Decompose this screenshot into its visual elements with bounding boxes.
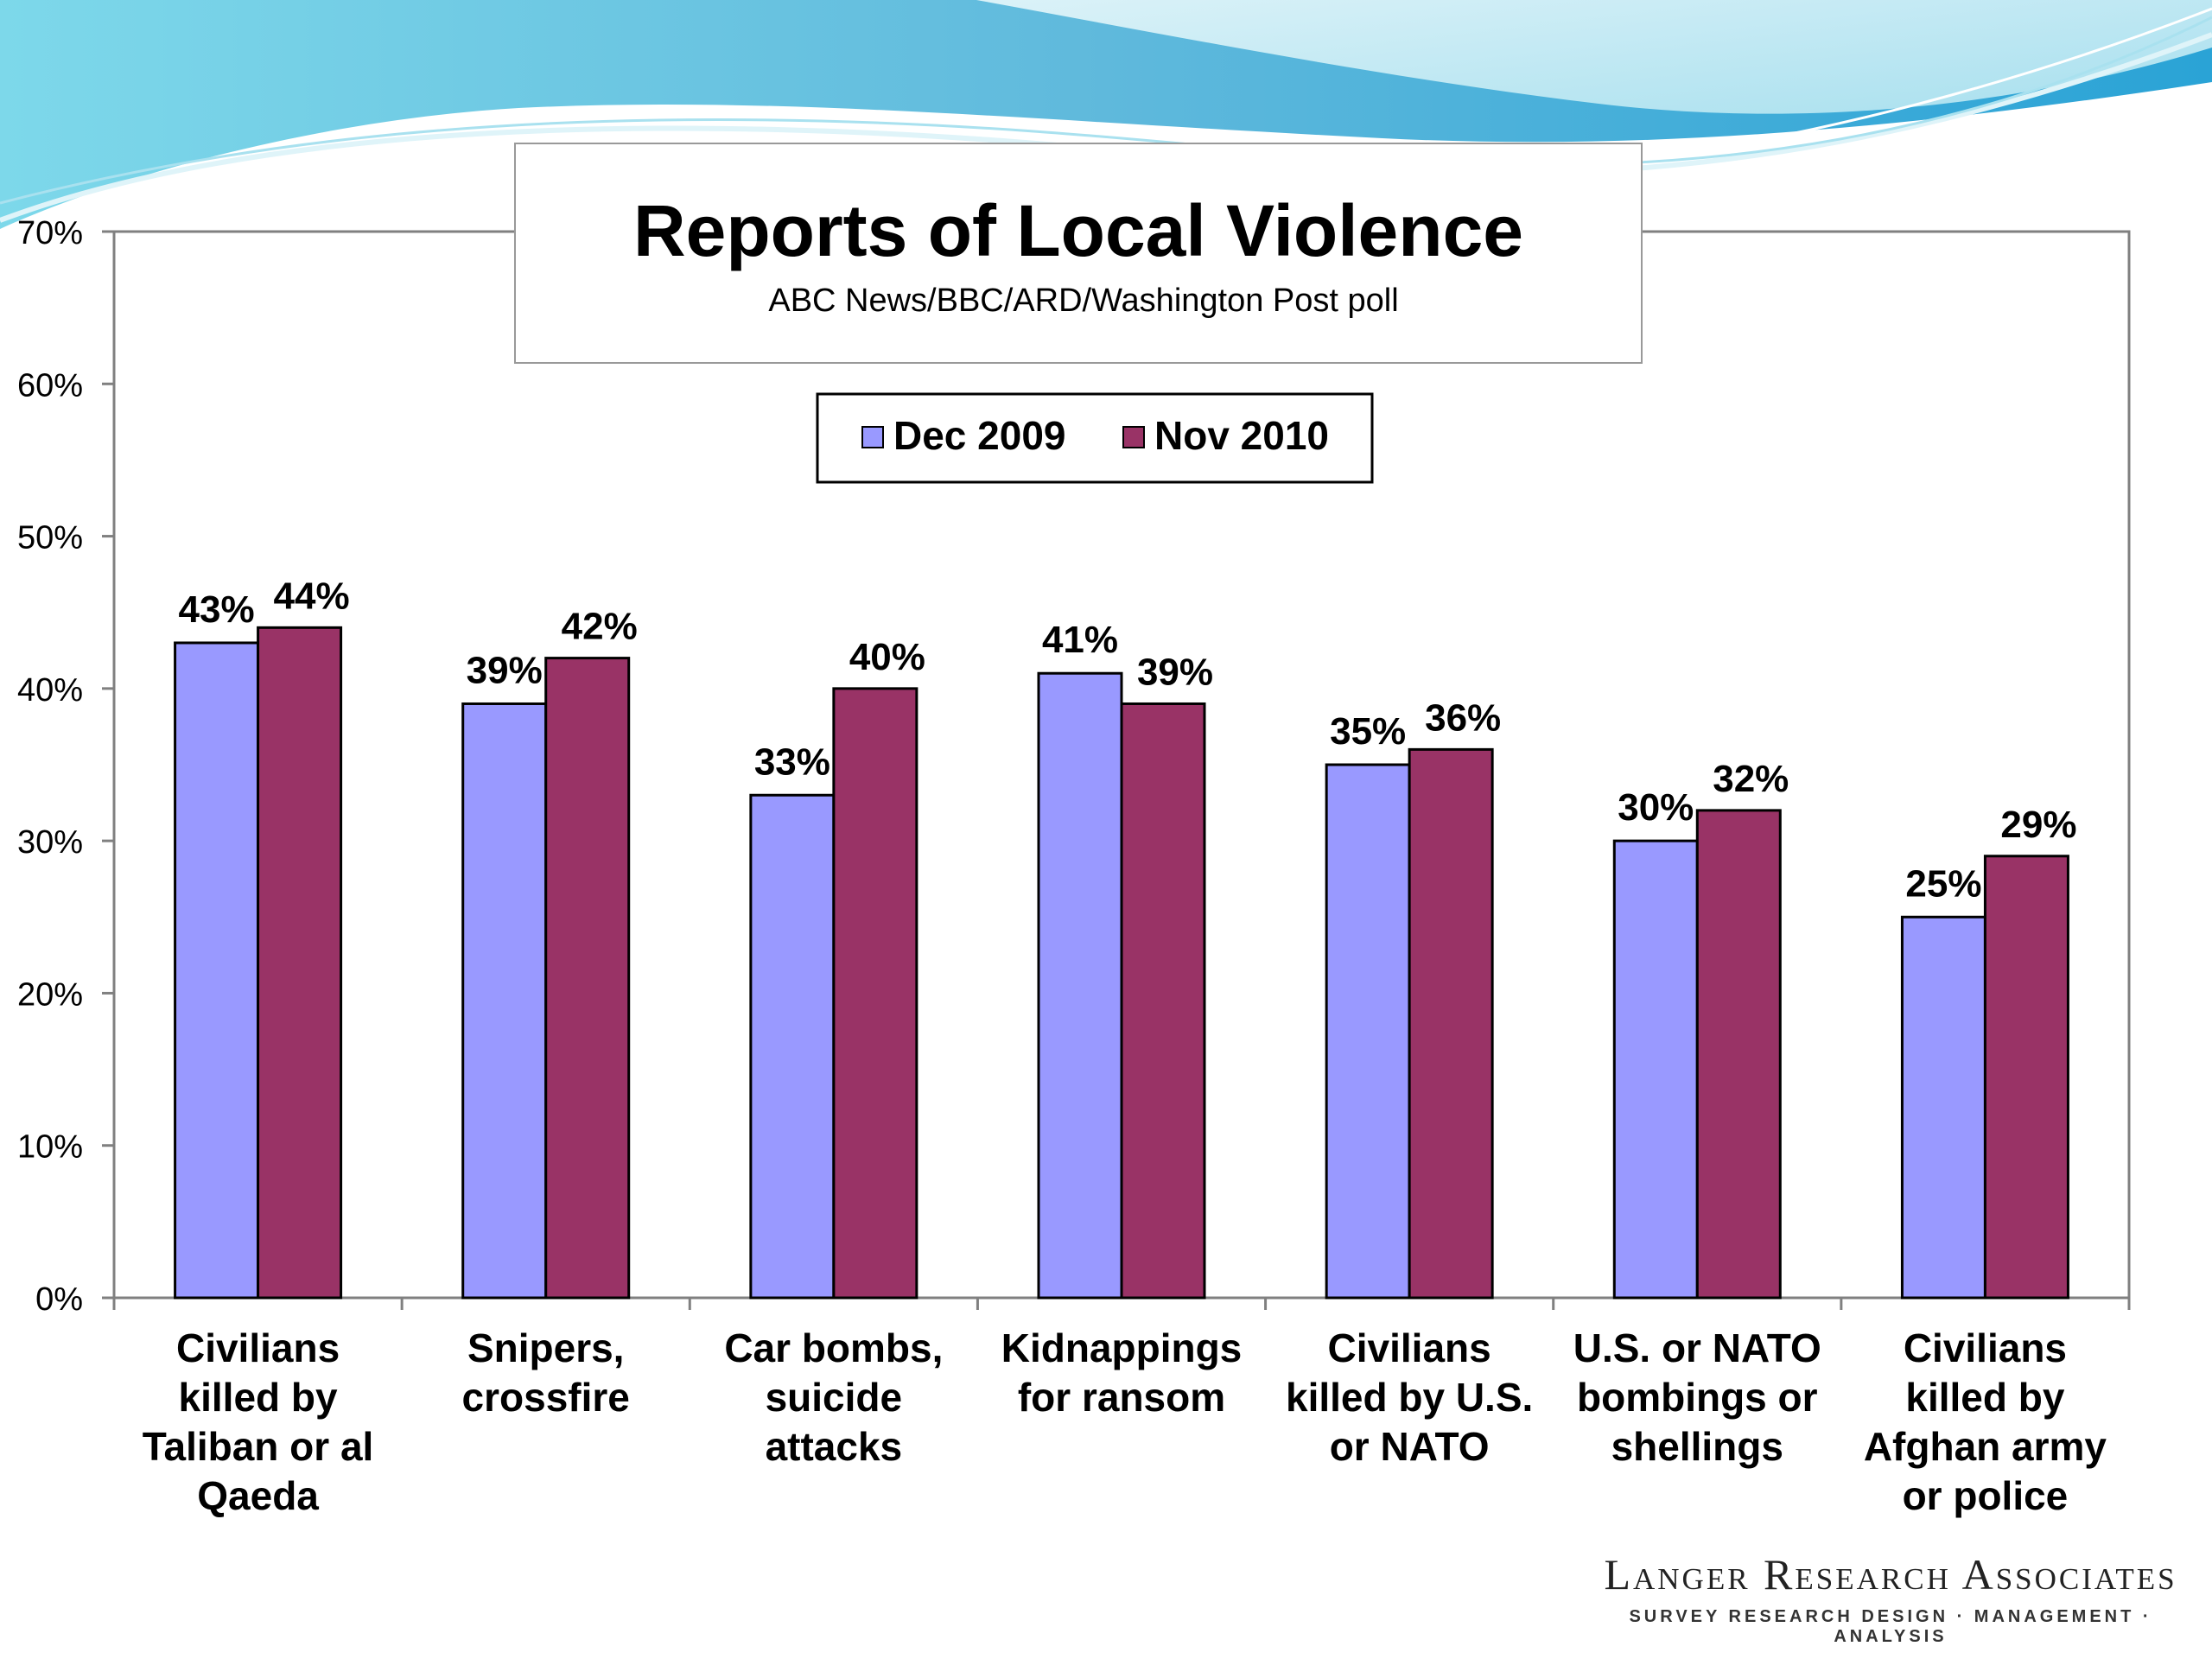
category-label-line: killed by bbox=[179, 1375, 338, 1420]
category-label-line: killed by bbox=[1905, 1375, 2064, 1420]
bar-value-label: 40% bbox=[849, 636, 925, 678]
bar-value-label: 41% bbox=[1042, 619, 1118, 661]
bar-value-label: 30% bbox=[1618, 786, 1694, 829]
y-tick-label: 40% bbox=[17, 672, 83, 709]
bar-dec-2009 bbox=[461, 702, 548, 1300]
y-tick-label: 60% bbox=[17, 367, 83, 404]
bar-value-label: 33% bbox=[754, 741, 830, 783]
y-tick-label: 50% bbox=[17, 520, 83, 556]
y-axis: 0% 10% 20% 30% 40% 50% 60% 70% bbox=[17, 215, 114, 1318]
category-label: Snipers, crossfire bbox=[462, 1325, 630, 1420]
category-label-line: crossfire bbox=[462, 1375, 630, 1420]
bar-value-label: 39% bbox=[1137, 651, 1213, 693]
category-label-line: or police bbox=[1903, 1473, 2069, 1518]
bar-dec-2009 bbox=[1900, 915, 1986, 1300]
y-tick-label: 30% bbox=[17, 824, 83, 861]
brand-name: Langer Research Associates bbox=[1604, 1550, 2177, 1599]
category-label-line: bombings or bbox=[1577, 1375, 1818, 1420]
bar-dec-2009 bbox=[1612, 839, 1699, 1300]
title-box bbox=[514, 143, 1643, 364]
category-label-line: Civilians bbox=[176, 1325, 340, 1370]
bar-value-label: 43% bbox=[179, 588, 255, 631]
bar-nov-2010 bbox=[1408, 747, 1494, 1300]
category-label: Civilians killed by U.S. or NATO bbox=[1286, 1325, 1533, 1469]
category-label-line: Snipers, bbox=[467, 1325, 625, 1370]
bar-nov-2010 bbox=[832, 687, 918, 1300]
category-label-line: for ransom bbox=[1018, 1375, 1225, 1420]
x-axis bbox=[112, 1298, 2131, 1310]
bar-nov-2010 bbox=[1120, 702, 1206, 1300]
bar-dec-2009 bbox=[1037, 671, 1123, 1300]
category-label-line: Civilians bbox=[1904, 1325, 2067, 1370]
legend-label-nov-2010: Nov 2010 bbox=[1154, 413, 1329, 458]
category-label-line: Qaeda bbox=[197, 1473, 319, 1518]
bar-value-label: 29% bbox=[2000, 804, 2076, 846]
bar-value-label: 36% bbox=[1425, 696, 1501, 739]
bar-value-label: 44% bbox=[274, 575, 350, 617]
category-label-line: shellings bbox=[1611, 1424, 1783, 1469]
bar-dec-2009 bbox=[749, 793, 836, 1300]
category-label-line: attacks bbox=[766, 1424, 903, 1469]
category-label-line: Kidnappings bbox=[1001, 1325, 1243, 1370]
bar-value-label: 42% bbox=[562, 606, 638, 648]
category-label-line: Afghan army bbox=[1864, 1424, 2107, 1469]
bar-dec-2009 bbox=[174, 641, 260, 1300]
category-label: Civilians killed by Taliban or al Qaeda bbox=[143, 1325, 374, 1518]
y-tick-label: 70% bbox=[17, 215, 83, 251]
bar-value-label: 35% bbox=[1330, 710, 1406, 753]
y-tick-label: 0% bbox=[35, 1281, 83, 1318]
bar-value-label: 39% bbox=[467, 649, 543, 691]
legend-swatch-dec-2009 bbox=[861, 426, 884, 448]
bar-dec-2009 bbox=[1325, 763, 1411, 1300]
category-label-line: Car bombs, bbox=[724, 1325, 943, 1370]
brand-logo: Langer Research Associates SURVEY RESEAR… bbox=[1588, 1551, 2193, 1647]
bar-nov-2010 bbox=[544, 657, 631, 1300]
brand-tagline: SURVEY RESEARCH DESIGN · MANAGEMENT · AN… bbox=[1629, 1607, 2152, 1646]
category-label: U.S. or NATO bombings or shellings bbox=[1573, 1325, 1821, 1469]
category-label-line: killed by U.S. bbox=[1286, 1375, 1533, 1420]
value-labels-group: 43% 44% 39% 42% 33% 40% 41% 39% 35% 36% 30% 32% 25% 2… bbox=[179, 575, 2077, 905]
chart-title: Reports of Local Violence bbox=[633, 190, 1523, 271]
category-label-line: or NATO bbox=[1330, 1424, 1490, 1469]
category-label-line: Civilians bbox=[1328, 1325, 1491, 1370]
category-label: Civilians killed by Afghan army or police bbox=[1864, 1325, 2107, 1518]
category-label-line: U.S. or NATO bbox=[1573, 1325, 1821, 1370]
bar-value-label: 32% bbox=[1713, 758, 1789, 800]
category-labels-group: Civilians killed by Taliban or al QaedaSnip… bbox=[143, 1325, 2107, 1518]
y-tick-label: 10% bbox=[17, 1129, 83, 1166]
chart-subtitle: ABC News/BBC/ARD/Washington Post poll bbox=[768, 283, 1398, 319]
legend-box bbox=[816, 392, 1374, 484]
bar-value-label: 25% bbox=[1905, 862, 1981, 905]
category-label: Car bombs, suicide attacks bbox=[724, 1325, 943, 1469]
legend-swatch-nov-2010 bbox=[1122, 426, 1145, 448]
bar-nov-2010 bbox=[1695, 809, 1782, 1300]
header-wave-decoration bbox=[0, 0, 2212, 229]
legend: Dec 2009 Nov 2010 bbox=[816, 392, 1374, 484]
bars-group bbox=[174, 626, 2069, 1300]
category-label-line: suicide bbox=[766, 1375, 903, 1420]
legend-label-dec-2009: Dec 2009 bbox=[893, 413, 1066, 458]
bar-nov-2010 bbox=[1983, 855, 2069, 1300]
category-label: Kidnappings for ransom bbox=[1001, 1325, 1243, 1420]
category-label-line: Taliban or al bbox=[143, 1424, 374, 1469]
bar-nov-2010 bbox=[257, 626, 343, 1300]
y-tick-label: 20% bbox=[17, 976, 83, 1013]
